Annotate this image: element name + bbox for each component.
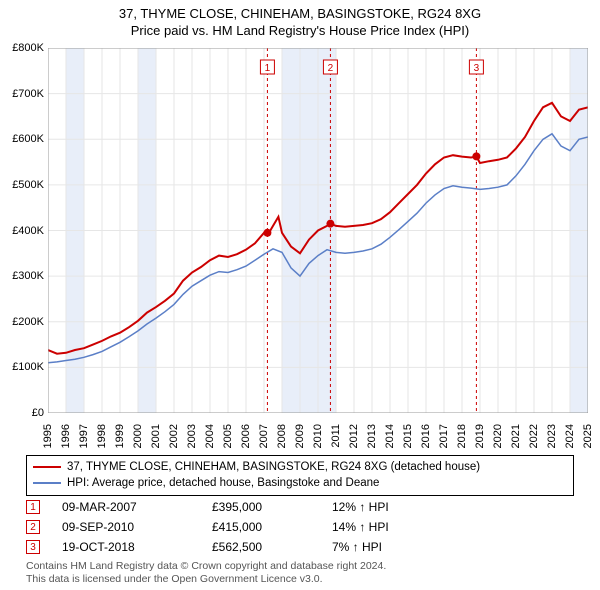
x-tick-label: 1998 <box>96 424 108 448</box>
footer-line-1: Contains HM Land Registry data © Crown c… <box>26 560 574 573</box>
x-tick-label: 2011 <box>330 424 342 448</box>
x-axis-labels: 1995199619971998199920002001200220032004… <box>48 414 588 454</box>
y-tick-label: £400K <box>12 225 44 237</box>
x-tick-label: 2009 <box>294 424 306 448</box>
x-tick-label: 2001 <box>150 424 162 448</box>
svg-text:2: 2 <box>328 63 334 74</box>
x-tick-label: 2024 <box>564 424 576 448</box>
sale-price-1: £395,000 <box>212 500 332 514</box>
x-tick-label: 2019 <box>474 424 486 448</box>
sales-row-2: 2 09-SEP-2010 £415,000 14% ↑ HPI <box>26 517 574 537</box>
legend-label-property: 37, THYME CLOSE, CHINEHAM, BASINGSTOKE, … <box>67 461 480 473</box>
x-tick-label: 2014 <box>384 424 396 448</box>
sale-date-2: 09-SEP-2010 <box>62 520 212 534</box>
y-tick-label: £0 <box>32 407 44 419</box>
sale-hpi-3: 7% ↑ HPI <box>332 540 452 554</box>
svg-text:3: 3 <box>474 63 480 74</box>
x-tick-label: 2025 <box>582 424 594 448</box>
legend-swatch-property <box>33 466 61 468</box>
x-tick-label: 2013 <box>366 424 378 448</box>
x-tick-label: 2003 <box>186 424 198 448</box>
legend: 37, THYME CLOSE, CHINEHAM, BASINGSTOKE, … <box>26 455 574 496</box>
x-tick-label: 2023 <box>546 424 558 448</box>
footer-line-2: This data is licensed under the Open Gov… <box>26 573 574 586</box>
sale-date-1: 09-MAR-2007 <box>62 500 212 514</box>
chart-title-sub: Price paid vs. HM Land Registry's House … <box>0 23 600 38</box>
sale-hpi-1: 12% ↑ HPI <box>332 500 452 514</box>
x-tick-label: 2005 <box>222 424 234 448</box>
x-tick-label: 2016 <box>420 424 432 448</box>
y-tick-label: £100K <box>12 361 44 373</box>
legend-label-hpi: HPI: Average price, detached house, Basi… <box>67 477 379 489</box>
y-tick-label: £500K <box>12 179 44 191</box>
x-tick-label: 1999 <box>114 424 126 448</box>
sale-badge-1: 1 <box>26 500 40 514</box>
sales-row-3: 3 19-OCT-2018 £562,500 7% ↑ HPI <box>26 537 574 557</box>
x-tick-label: 1996 <box>60 424 72 448</box>
y-axis-labels: £0£100K£200K£300K£400K£500K£600K£700K£80… <box>0 48 46 413</box>
x-tick-label: 1995 <box>42 424 54 448</box>
page: 37, THYME CLOSE, CHINEHAM, BASINGSTOKE, … <box>0 0 600 590</box>
x-tick-label: 2000 <box>132 424 144 448</box>
x-tick-label: 2018 <box>456 424 468 448</box>
legend-row-hpi: HPI: Average price, detached house, Basi… <box>33 475 567 491</box>
chart-titles: 37, THYME CLOSE, CHINEHAM, BASINGSTOKE, … <box>0 0 600 38</box>
x-tick-label: 2010 <box>312 424 324 448</box>
sales-row-1: 1 09-MAR-2007 £395,000 12% ↑ HPI <box>26 497 574 517</box>
x-tick-label: 2008 <box>276 424 288 448</box>
x-tick-label: 2004 <box>204 424 216 448</box>
sale-price-2: £415,000 <box>212 520 332 534</box>
x-tick-label: 1997 <box>78 424 90 448</box>
x-tick-label: 2020 <box>492 424 504 448</box>
sale-date-3: 19-OCT-2018 <box>62 540 212 554</box>
legend-swatch-hpi <box>33 482 61 484</box>
x-tick-label: 2002 <box>168 424 180 448</box>
sale-badge-3: 3 <box>26 540 40 554</box>
svg-text:1: 1 <box>265 63 271 74</box>
x-tick-label: 2015 <box>402 424 414 448</box>
sales-table: 1 09-MAR-2007 £395,000 12% ↑ HPI 2 09-SE… <box>26 497 574 557</box>
x-tick-label: 2012 <box>348 424 360 448</box>
legend-row-property: 37, THYME CLOSE, CHINEHAM, BASINGSTOKE, … <box>33 459 567 475</box>
sale-hpi-2: 14% ↑ HPI <box>332 520 452 534</box>
x-tick-label: 2022 <box>528 424 540 448</box>
chart-plot-area: 1 2 3 <box>48 48 588 413</box>
chart-svg: 1 2 3 <box>48 48 588 413</box>
y-tick-label: £300K <box>12 270 44 282</box>
chart-title-main: 37, THYME CLOSE, CHINEHAM, BASINGSTOKE, … <box>0 6 600 21</box>
x-tick-label: 2007 <box>258 424 270 448</box>
y-tick-label: £700K <box>12 88 44 100</box>
x-tick-label: 2017 <box>438 424 450 448</box>
y-tick-label: £200K <box>12 316 44 328</box>
sale-badge-2: 2 <box>26 520 40 534</box>
x-tick-label: 2021 <box>510 424 522 448</box>
footer: Contains HM Land Registry data © Crown c… <box>26 560 574 586</box>
y-tick-label: £800K <box>12 42 44 54</box>
y-tick-label: £600K <box>12 133 44 145</box>
x-tick-label: 2006 <box>240 424 252 448</box>
sale-price-3: £562,500 <box>212 540 332 554</box>
